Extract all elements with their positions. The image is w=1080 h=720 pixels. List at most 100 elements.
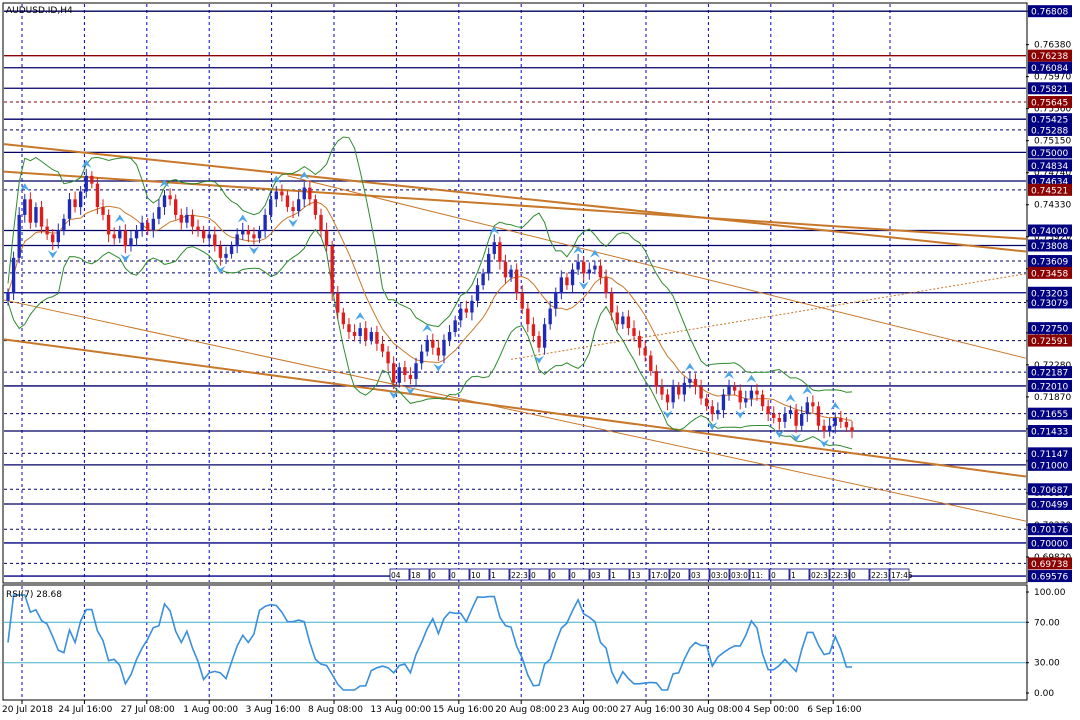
fractal-down-icon — [120, 254, 131, 263]
candle-body — [174, 199, 178, 215]
fractal-up-icon — [114, 214, 125, 223]
fractal-up-icon — [159, 179, 170, 188]
candle-body — [542, 324, 547, 348]
price-badge — [1028, 266, 1072, 279]
candle-body — [660, 386, 664, 395]
trendlines — [3, 143, 1027, 522]
horizontal-levels — [4, 10, 1026, 577]
candle-body — [34, 207, 38, 223]
price-badge-label: 0.71433 — [1031, 428, 1068, 438]
strip-label: 18 — [411, 571, 421, 580]
fractal-down-icon — [47, 250, 58, 259]
candle-body — [593, 265, 597, 270]
strip-label: 03 — [591, 571, 601, 580]
candle-body — [514, 269, 519, 293]
candle-body — [431, 339, 435, 348]
fractal-up-icon — [573, 245, 584, 254]
candle-body — [760, 394, 765, 407]
candle-body — [285, 195, 290, 208]
candle-body — [6, 293, 10, 301]
candle-body — [341, 312, 346, 325]
candle-body — [492, 242, 496, 254]
trendline — [3, 338, 1027, 478]
rsi-tick-label: 100.00 — [1034, 588, 1066, 598]
candle-body — [526, 308, 530, 325]
candle-body — [453, 320, 457, 333]
price-badge — [1028, 379, 1072, 392]
strip-label: 11: — [751, 571, 763, 580]
price-badge-label: 0.73808 — [1031, 242, 1068, 252]
fractal-up-icon — [802, 386, 813, 395]
candle-body — [280, 191, 284, 196]
candle-body — [565, 277, 569, 286]
strip-cell — [889, 568, 910, 581]
time-tick-label: 20 Aug 08:00 — [495, 705, 556, 715]
price-badge — [1028, 570, 1072, 583]
candle-body — [263, 214, 267, 231]
candle-body — [257, 230, 262, 239]
candle-body — [190, 214, 195, 227]
candle-body — [419, 351, 424, 364]
strip-cell — [829, 568, 850, 581]
time-tick-label: 8 Aug 08:00 — [308, 705, 363, 715]
price-badge — [1028, 255, 1072, 268]
candle-body — [850, 427, 854, 432]
price-badge — [1028, 366, 1072, 379]
candle-body — [800, 414, 804, 426]
price-badge — [1028, 123, 1072, 136]
candle-body — [146, 222, 150, 231]
price-badge — [1028, 61, 1072, 74]
candle-body — [11, 257, 16, 293]
rsi-label: RSI(7) 28.68 — [6, 590, 62, 600]
price-badge — [1028, 146, 1072, 159]
fractal-down-icon — [405, 386, 416, 395]
candle-body — [308, 187, 312, 200]
price-badge — [1028, 536, 1072, 549]
candle-body — [252, 234, 256, 239]
candle-body — [140, 222, 144, 231]
rsi-tick-label: 30.00 — [1034, 659, 1060, 669]
candle-body — [839, 417, 843, 422]
candle-body — [168, 195, 172, 200]
price-tick-label: 0.71870 — [1034, 393, 1071, 403]
candle-body — [352, 332, 357, 336]
candle-body — [766, 406, 770, 415]
fractal-up-icon — [785, 394, 796, 403]
strip-label: 0 — [551, 571, 556, 580]
candle-body — [112, 234, 116, 239]
candle-body — [380, 343, 385, 352]
candle-body — [196, 226, 200, 231]
candle-body — [755, 390, 759, 395]
strip-label: 1 — [791, 571, 796, 580]
candle-body — [654, 371, 659, 387]
price-badge-label: 0.73609 — [1031, 258, 1068, 268]
price-badge — [1028, 407, 1072, 420]
strip-cell — [769, 568, 790, 581]
price-badge — [1028, 523, 1072, 536]
fractal-up-icon — [830, 401, 841, 410]
fractal-down-icon — [215, 265, 226, 274]
candle-body — [827, 425, 832, 432]
candle-body — [649, 355, 653, 372]
candle-body — [772, 414, 776, 418]
strip-label: 22:3 — [871, 571, 888, 580]
candle-body — [134, 230, 139, 239]
candle-body — [28, 199, 33, 223]
price-badge-label: 0.71147 — [1031, 450, 1068, 460]
fractal-down-icon — [248, 246, 259, 255]
candle-body — [101, 207, 105, 215]
candle-body — [296, 199, 301, 211]
candle-body — [665, 394, 670, 403]
candle-body — [777, 417, 782, 422]
candle-body — [157, 207, 161, 219]
candle-body — [487, 253, 491, 274]
price-badge-label: 0.72591 — [1031, 337, 1068, 347]
strip-label: 0 — [771, 571, 776, 580]
candle-body — [783, 414, 787, 422]
candle-body — [749, 390, 754, 399]
candle-body — [520, 293, 524, 309]
fractal-down-icon — [388, 390, 399, 399]
fractal-up-icon — [19, 183, 30, 192]
strip-label: 22:3 — [511, 571, 528, 580]
